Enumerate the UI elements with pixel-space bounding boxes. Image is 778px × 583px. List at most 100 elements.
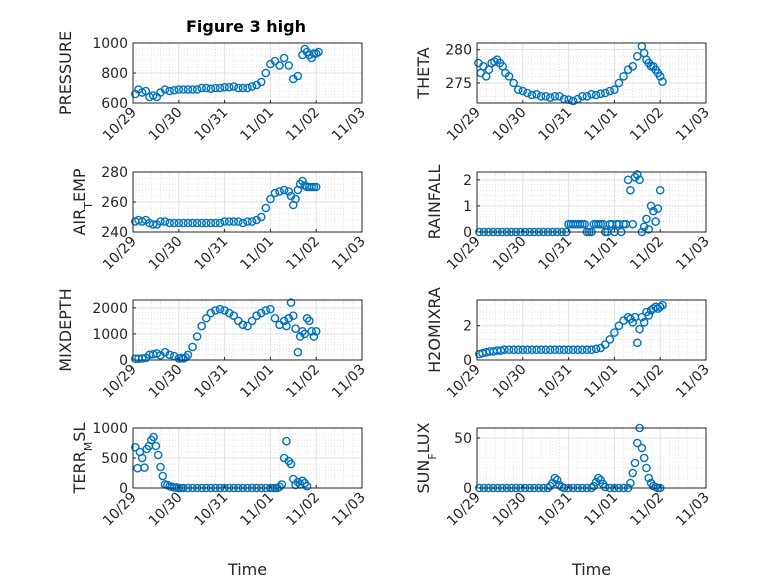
y-axis-label: MIXDEPTH	[56, 288, 75, 371]
data-point	[302, 313, 312, 323]
data-point	[275, 187, 284, 196]
data-point	[291, 194, 300, 204]
y-axis-label: PRESSURE	[56, 31, 75, 115]
data-point	[282, 436, 291, 446]
data-point	[130, 442, 140, 452]
data-point	[206, 84, 216, 94]
data-point	[559, 345, 569, 355]
data-point	[165, 86, 174, 96]
data-point	[298, 476, 307, 486]
data-point	[564, 345, 573, 355]
y-axis-label: SUNFLUX	[414, 422, 439, 493]
data-point	[628, 219, 638, 229]
data-point	[314, 47, 323, 57]
y-tick-label: 1000	[92, 421, 128, 437]
data-point	[649, 206, 658, 216]
figure-title: Figure 3 high	[186, 17, 306, 36]
data-point	[555, 92, 564, 101]
data-point	[286, 459, 296, 469]
data-point	[504, 72, 514, 81]
data-point	[578, 345, 587, 355]
data-point	[518, 345, 528, 355]
data-point	[211, 218, 220, 228]
data-point	[247, 82, 257, 91]
y-axis-label-suffix: EMP	[70, 168, 89, 202]
data-point	[639, 317, 649, 327]
data-point	[234, 217, 243, 226]
data-point	[211, 83, 220, 93]
data-point	[275, 482, 284, 492]
data-point	[552, 475, 562, 485]
data-point	[600, 482, 610, 492]
data-point	[633, 52, 642, 61]
data-point	[215, 83, 225, 93]
axes-box	[476, 42, 707, 104]
data-point	[582, 92, 592, 101]
data-point	[284, 61, 294, 70]
data-point	[261, 203, 271, 213]
data-point	[655, 185, 665, 195]
data-point	[614, 78, 624, 88]
y-tick-label: 1000	[92, 327, 128, 343]
data-point	[279, 316, 289, 326]
y-axis-label: AIRTEMP	[70, 168, 95, 235]
data-point	[298, 176, 307, 186]
y-axis-label-main: SUN	[414, 460, 433, 494]
data-point	[651, 217, 660, 226]
data-point	[596, 89, 605, 98]
data-point	[266, 194, 275, 204]
data-point	[311, 327, 321, 336]
data-point	[153, 450, 163, 460]
data-point	[165, 350, 174, 360]
data-point	[555, 345, 564, 355]
data-point	[141, 86, 151, 96]
axes-box	[476, 299, 707, 361]
y-axis-label-main: AIR	[70, 209, 89, 236]
data-point	[644, 473, 654, 483]
y-tick-label: 275	[445, 76, 472, 92]
y-axis-label-subscript: F	[426, 453, 439, 459]
data-point	[256, 212, 266, 222]
data-point	[594, 473, 603, 483]
data-point	[635, 324, 644, 334]
data-point	[224, 217, 234, 226]
data-point	[183, 85, 193, 94]
y-axis-label: THETA	[414, 47, 433, 99]
data-point	[275, 61, 284, 70]
data-point	[523, 88, 532, 98]
y-tick-label: 0	[463, 481, 472, 497]
y-tick-label: 800	[101, 66, 128, 82]
data-point	[156, 462, 165, 472]
y-axis-label-main: H2OMIXRA	[425, 287, 444, 373]
data-point	[527, 90, 537, 100]
data-point	[628, 62, 638, 71]
data-point	[256, 77, 266, 87]
data-point	[578, 92, 587, 101]
data-point	[630, 458, 640, 468]
data-point	[238, 218, 248, 228]
y-tick-label: 1000	[92, 36, 128, 52]
data-point	[158, 471, 168, 481]
y-axis-label: H2OMIXRA	[425, 287, 444, 373]
data-point	[653, 204, 663, 213]
data-point	[545, 93, 555, 102]
data-point	[206, 218, 216, 228]
data-point	[206, 308, 216, 318]
data-point	[587, 90, 596, 99]
data-point	[211, 306, 220, 315]
y-axis-label-subscript: T	[82, 202, 95, 210]
data-point	[140, 463, 149, 472]
data-point	[192, 332, 202, 341]
data-point	[309, 332, 319, 341]
data-point	[295, 332, 305, 341]
y-axis-label-main: MIXDEPTH	[56, 288, 75, 371]
data-point	[610, 328, 619, 337]
y-axis-label-suffix: SL	[70, 423, 89, 442]
data-point	[247, 217, 257, 226]
y-tick-label: 280	[101, 165, 128, 181]
data-point	[192, 85, 202, 94]
data-point	[224, 308, 234, 318]
data-point	[197, 321, 206, 331]
